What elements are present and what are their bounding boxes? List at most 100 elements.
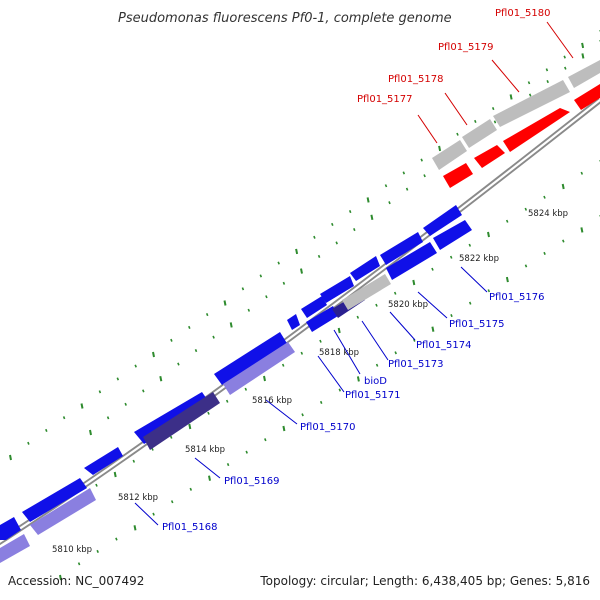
- tick-mark: [561, 183, 565, 190]
- tick-mark: [450, 314, 453, 318]
- tick-mark: [393, 291, 397, 295]
- tick-label: 5812 kbp: [118, 493, 158, 503]
- gene-pfl01-5170[interactable]: [223, 342, 295, 395]
- gene-blue-8[interactable]: [320, 276, 354, 303]
- tick-mark: [405, 187, 409, 191]
- tick-mark: [282, 425, 286, 432]
- tick-mark: [177, 362, 180, 366]
- tick-mark: [431, 326, 435, 332]
- tick-mark: [474, 119, 477, 123]
- tick-mark: [528, 93, 532, 97]
- tick-mark: [116, 377, 120, 381]
- tick-mark: [212, 335, 215, 339]
- tick-mark: [188, 423, 192, 430]
- tick-mark: [412, 279, 416, 286]
- gene-label[interactable]: Pfl01_5171: [345, 390, 401, 401]
- tick-mark: [9, 454, 12, 461]
- gene-pfl01-5171[interactable]: [306, 306, 338, 332]
- tick-mark: [375, 303, 378, 307]
- gene-light-a[interactable]: [30, 488, 96, 535]
- gene-label[interactable]: bioD: [364, 376, 387, 387]
- gene-blue-3[interactable]: [84, 447, 123, 475]
- tick-mark: [189, 487, 193, 491]
- gene-blue-5[interactable]: [214, 332, 288, 385]
- gene-pfl01-5175[interactable]: [433, 220, 472, 250]
- tick-mark: [264, 438, 267, 442]
- tick-mark: [115, 537, 118, 541]
- gene-label[interactable]: Pfl01_5169: [224, 476, 280, 487]
- tick-mark: [188, 325, 191, 329]
- tick-mark: [580, 227, 584, 233]
- gene-label[interactable]: Pfl01_5170: [300, 422, 356, 433]
- tick-mark: [356, 315, 360, 319]
- tick-mark: [509, 94, 513, 100]
- gene-blue-10[interactable]: [380, 232, 423, 265]
- gene-label[interactable]: Pfl01_5179: [438, 42, 494, 53]
- gene-pfl01-5177-grey[interactable]: [432, 140, 467, 170]
- tick-mark: [580, 171, 584, 175]
- tick-label: 5810 kbp: [52, 545, 92, 555]
- gene-pfl01-5174[interactable]: [386, 242, 437, 280]
- tick-mark: [27, 441, 30, 445]
- tick-mark: [300, 351, 304, 355]
- tick-mark: [229, 322, 233, 328]
- tick-mark: [194, 349, 198, 353]
- gene-label[interactable]: Pfl01_5180: [495, 8, 551, 19]
- tick-mark: [337, 327, 341, 334]
- tick-mark: [491, 107, 495, 111]
- gene-blue-1[interactable]: [0, 517, 21, 540]
- tick-label: 5818 kbp: [319, 348, 359, 358]
- tick-mark: [265, 295, 268, 299]
- gene-label[interactable]: Pfl01_5175: [449, 319, 505, 330]
- gene-blue-7[interactable]: [301, 296, 327, 318]
- tick-mark: [423, 174, 426, 178]
- kbp-ticks: 5810 kbp 5812 kbp 5814 kbp 5816 kbp 5818…: [52, 209, 568, 555]
- gene-blue-2[interactable]: [22, 478, 87, 522]
- tick-mark: [348, 210, 352, 214]
- tick-mark: [244, 387, 248, 391]
- gene-label[interactable]: Pfl01_5177: [357, 94, 413, 105]
- tick-mark: [394, 351, 397, 355]
- tick-mark: [331, 222, 334, 226]
- accession-text: Accession: NC_007492: [8, 574, 144, 588]
- gene-pfl01-5168[interactable]: [0, 534, 30, 563]
- tick-mark: [282, 281, 286, 285]
- forward-gene-labels: Pfl01_5177 Pfl01_5178 Pfl01_5179 Pfl01_5…: [357, 8, 551, 105]
- gene-pfl01-5178[interactable]: [474, 145, 505, 168]
- tick-mark: [313, 235, 316, 239]
- gene-pfl01-5180[interactable]: [574, 84, 600, 110]
- tick-mark: [543, 251, 546, 255]
- gene-pfl01-5177[interactable]: [443, 163, 473, 188]
- gene-blue-9[interactable]: [350, 256, 380, 281]
- tick-mark: [543, 195, 546, 199]
- gene-pfl01-5180-grey[interactable]: [568, 60, 600, 88]
- tick-mark: [564, 66, 567, 70]
- tick-mark: [449, 255, 453, 259]
- tick-mark: [375, 363, 379, 367]
- tick-mark: [562, 239, 565, 243]
- tick-mark: [207, 411, 210, 415]
- gene-pfl01-5169[interactable]: [143, 392, 220, 450]
- tick-mark: [241, 287, 245, 291]
- tick-mark: [388, 201, 391, 205]
- gene-pfl01-5179[interactable]: [503, 108, 570, 152]
- gene-label[interactable]: Pfl01_5174: [416, 340, 472, 351]
- tick-mark: [170, 338, 173, 342]
- gene-label[interactable]: Pfl01_5178: [388, 74, 444, 85]
- tick-mark: [80, 403, 84, 409]
- tick-mark: [59, 574, 62, 581]
- gene-pfl01-5173[interactable]: [342, 274, 391, 310]
- tick-label: 5824 kbp: [528, 209, 568, 219]
- tick-mark: [366, 197, 370, 203]
- gene-pfl01-5178-grey[interactable]: [462, 119, 497, 148]
- gene-pfl01-5179-grey[interactable]: [493, 80, 570, 127]
- gene-blue-6[interactable]: [287, 314, 300, 330]
- gene-blue-11[interactable]: [423, 205, 462, 236]
- gene-label[interactable]: Pfl01_5173: [388, 359, 444, 370]
- tick-mark: [62, 416, 66, 420]
- tick-mark: [319, 400, 323, 404]
- tick-mark: [505, 276, 509, 283]
- gene-label[interactable]: Pfl01_5168: [162, 522, 218, 533]
- gene-label[interactable]: Pfl01_5176: [489, 292, 545, 303]
